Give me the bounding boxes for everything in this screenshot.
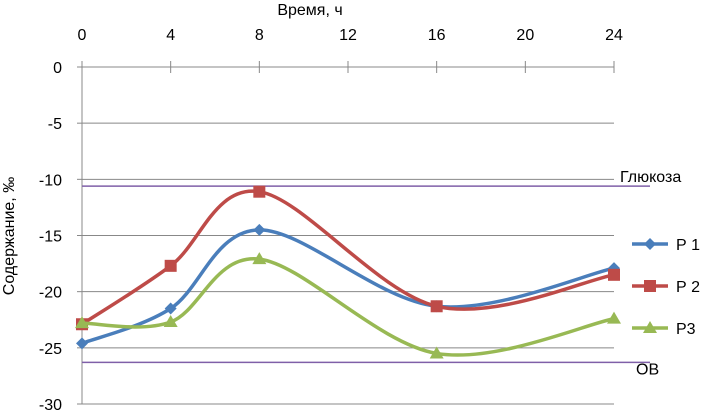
y-tick-label: -25 [39,341,62,358]
legend-label: Р3 [676,321,696,338]
series-line [81,257,615,357]
legend-label: Р 2 [676,279,700,296]
legend-marker [644,280,656,292]
grid-lines [82,122,614,405]
y-tick-label: 0 [53,60,62,77]
data-point [164,259,177,272]
y-tick-label: -5 [48,116,62,133]
y-tick-label: -20 [39,285,62,302]
series-group [75,185,621,359]
data-point [76,337,88,350]
data-point [253,223,266,236]
data-point [608,268,620,281]
y-tick-label: -30 [39,397,62,411]
x-tick-label: 12 [339,27,357,44]
legend-marker [643,321,657,333]
reference-lines: Глюкоза ОВ [82,169,681,378]
data-point [163,314,178,327]
y-tick-label: -10 [39,172,62,189]
data-point [75,316,89,329]
x-tick-label: 20 [516,27,534,44]
y-axis-label: Содержание, ‰ [1,177,18,295]
x-axis-label: Время, ч [277,2,342,19]
legend-label: Р 1 [676,237,700,254]
x-tick-label: 4 [166,27,175,44]
reference-line-label: ОВ [636,361,659,378]
y-tick-label: -15 [39,229,62,246]
series-line [81,189,615,326]
x-tick-label: 8 [255,27,264,44]
legend: Р 1 Р 2 Р3 [632,237,700,338]
data-point [252,252,267,265]
series-line [81,228,615,345]
x-tick-label: 0 [78,27,87,44]
legend-marker [644,238,656,250]
data-point [430,300,443,313]
data-point [164,302,177,315]
reference-line-label: Глюкоза [620,169,681,186]
data-point [253,185,266,198]
x-tick-label: 16 [428,27,446,44]
x-tick-label: 24 [605,27,623,44]
axes: 0 4 8 12 16 20 24 0 -5 -10 -15 -20 -25 -30 [39,27,623,411]
data-point [607,311,621,324]
data-point [429,346,444,359]
